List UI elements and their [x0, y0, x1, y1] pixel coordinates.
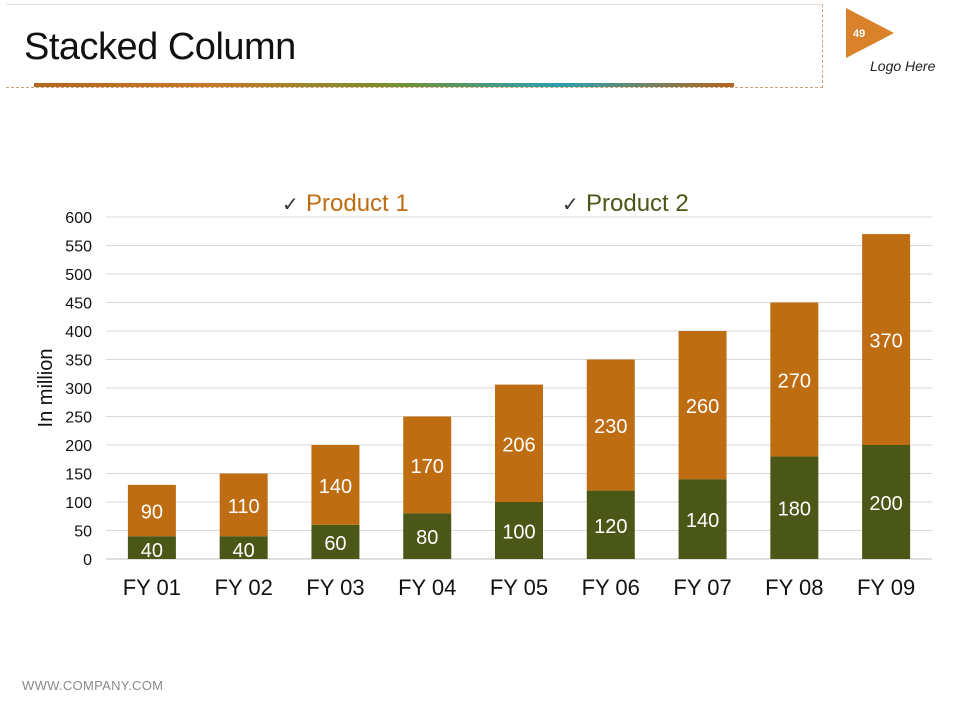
data-label-product-1: 170	[411, 456, 444, 478]
bar-product-2	[770, 456, 819, 559]
data-label-product-2: 200	[869, 493, 902, 515]
bar-product-2	[127, 536, 176, 559]
bar-product-2	[495, 502, 543, 559]
page-title: Stacked Column	[24, 26, 296, 68]
page-number-badge: 49	[846, 8, 894, 58]
x-tick-label: FY 05	[490, 575, 548, 600]
y-tick-label: 100	[65, 495, 92, 512]
x-tick-label: FY 06	[582, 575, 640, 600]
data-label-product-1: 140	[319, 476, 352, 498]
data-label-product-1: 370	[869, 331, 902, 353]
legend-label: Product 1	[306, 190, 409, 217]
bar-product-2	[678, 479, 727, 559]
x-tick-label: FY 04	[398, 575, 456, 600]
title-underline	[34, 83, 734, 87]
bar-product-2	[403, 513, 452, 559]
data-label-product-1: 230	[594, 416, 627, 438]
x-tick-label: FY 02	[215, 575, 273, 600]
y-tick-label: 150	[65, 467, 92, 484]
bar-product-1	[770, 302, 819, 457]
bar-product-1	[219, 473, 268, 537]
bar-product-2	[219, 536, 268, 559]
x-tick-label: FY 08	[765, 575, 823, 600]
data-label-product-2: 140	[686, 510, 719, 532]
footer-url: WWW.COMPANY.COM	[22, 678, 164, 693]
bar-product-2	[311, 524, 360, 559]
data-label-product-2: 120	[594, 516, 627, 538]
y-tick-label: 500	[65, 267, 92, 284]
bar-product-1	[403, 416, 452, 514]
data-label-product-1: 206	[502, 434, 535, 456]
legend-label: Product 2	[586, 190, 689, 217]
bar-product-2	[586, 490, 635, 559]
x-tick-label: FY 09	[857, 575, 915, 600]
data-label-product-2: 40	[233, 540, 255, 562]
bar-product-1	[586, 359, 635, 491]
bar-product-1	[678, 331, 727, 480]
legend-check-icon: ✓	[562, 194, 579, 216]
x-tick-label: FY 03	[306, 575, 364, 600]
data-label-product-1: 260	[686, 396, 719, 418]
data-label-product-2: 60	[324, 533, 346, 555]
y-tick-label: 450	[65, 296, 92, 313]
data-label-product-2: 100	[502, 522, 535, 544]
y-tick-label: 400	[65, 324, 92, 341]
y-axis-label: In million	[35, 349, 57, 428]
logo-placeholder: Logo Here	[870, 58, 936, 74]
data-label-product-2: 180	[778, 499, 811, 521]
y-tick-label: 250	[65, 410, 92, 427]
y-tick-label: 300	[65, 381, 92, 398]
data-label-product-2: 40	[141, 540, 163, 562]
bar-product-2	[862, 445, 911, 559]
bar-product-1	[311, 445, 360, 525]
y-tick-label: 600	[65, 210, 92, 227]
y-tick-label: 200	[65, 438, 92, 455]
play-arrow-icon	[846, 8, 894, 58]
title-frame	[6, 4, 823, 88]
bar-product-1	[495, 384, 543, 502]
data-label-product-1: 110	[228, 496, 260, 518]
x-tick-label: FY 07	[673, 575, 731, 600]
data-label-product-2: 80	[416, 527, 438, 549]
y-tick-label: 50	[74, 524, 92, 541]
y-tick-label: 350	[65, 353, 92, 370]
page-number: 49	[853, 28, 865, 40]
data-label-product-1: 270	[778, 370, 811, 392]
bar-product-1	[862, 234, 911, 445]
bar-product-1	[127, 484, 176, 537]
data-label-product-1: 90	[141, 502, 163, 524]
legend-check-icon: ✓	[282, 194, 299, 216]
y-tick-label: 550	[65, 239, 92, 256]
y-tick-label: 0	[83, 552, 92, 569]
x-tick-label: FY 01	[123, 575, 181, 600]
